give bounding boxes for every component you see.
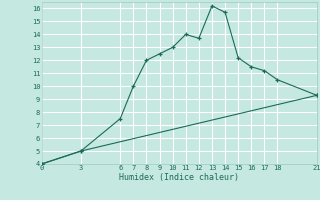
- X-axis label: Humidex (Indice chaleur): Humidex (Indice chaleur): [119, 173, 239, 182]
